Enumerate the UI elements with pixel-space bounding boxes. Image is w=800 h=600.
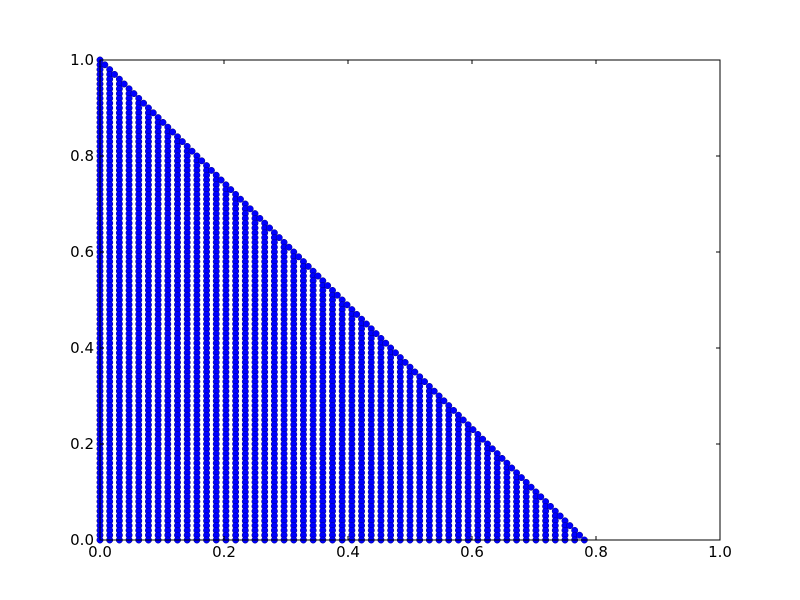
scatter-point [343, 301, 351, 309]
scatter-point [169, 128, 177, 136]
scatter-point [275, 234, 283, 242]
x-tick-label: 0.6 [460, 543, 484, 561]
x-tick-label: 0.0 [88, 543, 112, 561]
scatter-point [440, 397, 448, 405]
scatter-point [508, 464, 516, 472]
scatter-point [285, 243, 293, 251]
y-tick-label: 0.8 [70, 147, 94, 165]
y-tick-label: 0.6 [70, 243, 94, 261]
scatter-point [188, 147, 196, 155]
scatter-point [362, 320, 370, 328]
scatter-point [411, 368, 419, 376]
scatter-point [479, 435, 487, 443]
scatter-point [227, 186, 235, 194]
scatter-point [159, 118, 167, 126]
scatter-point [556, 512, 564, 520]
scatter-point [401, 358, 409, 366]
x-tick-label: 0.2 [212, 543, 236, 561]
scatter-point [120, 80, 128, 88]
scatter-point [537, 493, 545, 501]
scatter-point [488, 445, 496, 453]
scatter-point [450, 406, 458, 414]
scatter-points [96, 56, 588, 544]
scatter-point [517, 474, 525, 482]
scatter-point [469, 426, 477, 434]
scatter-point [324, 282, 332, 290]
x-tick-label: 1.0 [708, 543, 732, 561]
x-tick-label: 0.4 [336, 543, 360, 561]
scatter-point [527, 483, 535, 491]
scatter-point [256, 214, 264, 222]
scatter-point [178, 138, 186, 146]
scatter-point [392, 349, 399, 357]
scatter-point [372, 330, 380, 338]
scatter-point [421, 378, 428, 386]
scatter-point [314, 272, 322, 280]
x-tick-label: 0.8 [584, 543, 608, 561]
scatter-point [207, 166, 215, 174]
scatter-point [266, 224, 273, 232]
scatter-point [140, 99, 148, 107]
scatter-point [246, 205, 254, 213]
y-tick-label: 0.2 [70, 435, 94, 453]
scatter-point [430, 387, 438, 395]
scatter-point [498, 454, 506, 462]
scatter-point [576, 531, 583, 539]
scatter-point [295, 253, 303, 261]
scatter-point [130, 90, 138, 98]
x-axis-ticks: 0.0 0.2 0.4 0.6 0.8 1.0 [88, 60, 732, 561]
y-tick-label: 0.4 [70, 339, 94, 357]
y-tick-label: 1.0 [70, 51, 94, 69]
scatter-point [547, 502, 554, 510]
scatter-point [101, 61, 109, 69]
scatter-point [333, 291, 341, 299]
scatter-point [382, 339, 390, 347]
scatter-point [459, 416, 467, 424]
scatter-point [353, 310, 361, 318]
y-axis-ticks: 0.0 0.2 0.4 0.6 0.8 1.0 [70, 51, 720, 549]
plot-frame [99, 59, 721, 541]
scatter-point [237, 195, 244, 203]
y-tick-label: 0.0 [70, 531, 94, 549]
scatter-point [111, 70, 118, 78]
scatter-point [304, 262, 312, 270]
scatter-point [198, 157, 206, 165]
scatter-point [217, 176, 225, 184]
scatter-point [149, 109, 157, 117]
scatter-point [566, 522, 574, 530]
